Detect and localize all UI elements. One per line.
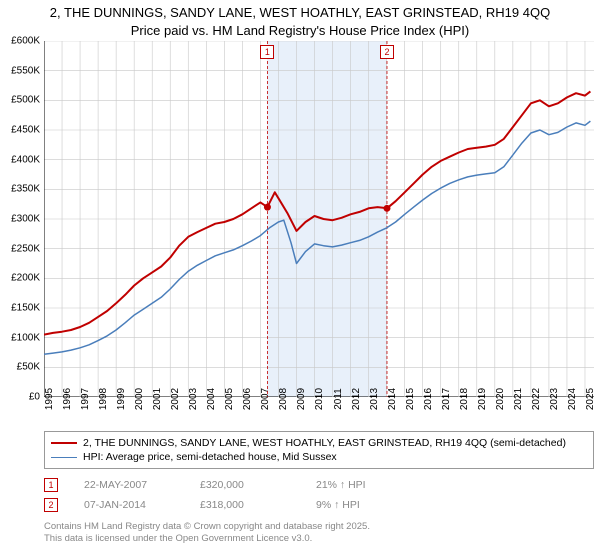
y-tick-label: £350K <box>11 184 40 195</box>
chart-container: 2, THE DUNNINGS, SANDY LANE, WEST HOATHL… <box>0 0 600 560</box>
plot-area: £0£50K£100K£150K£200K£250K£300K£350K£400… <box>44 41 594 397</box>
y-tick-label: £550K <box>11 65 40 76</box>
sale-price: £320,000 <box>200 479 290 491</box>
sale-row: 2 07-JAN-2014 £318,000 9% ↑ HPI <box>44 495 594 515</box>
sale-row-marker: 2 <box>44 498 58 512</box>
footer-line-2: This data is licensed under the Open Gov… <box>44 533 594 545</box>
series-property <box>44 91 590 334</box>
sale-row-marker: 1 <box>44 478 58 492</box>
sale-marker-2: 2 <box>380 45 394 59</box>
sale-date: 22-MAY-2007 <box>84 479 174 491</box>
x-axis: 1995199619971998199920002001200220032004… <box>44 397 594 427</box>
y-tick-label: £200K <box>11 273 40 284</box>
chart-title: 2, THE DUNNINGS, SANDY LANE, WEST HOATHL… <box>0 0 600 41</box>
footer-line-1: Contains HM Land Registry data © Crown c… <box>44 521 594 533</box>
legend-swatch <box>51 457 77 458</box>
sale-marker-1: 1 <box>260 45 274 59</box>
y-tick-label: £300K <box>11 214 40 225</box>
sale-date: 07-JAN-2014 <box>84 499 174 511</box>
y-tick-label: £450K <box>11 125 40 136</box>
title-line-2: Price paid vs. HM Land Registry's House … <box>6 22 594 40</box>
sales-table: 1 22-MAY-2007 £320,000 21% ↑ HPI 2 07-JAN-201… <box>44 475 594 515</box>
y-tick-label: £600K <box>11 36 40 47</box>
title-line-1: 2, THE DUNNINGS, SANDY LANE, WEST HOATHL… <box>6 4 594 22</box>
sale-delta: 21% ↑ HPI <box>316 479 406 491</box>
plot-canvas: 12 <box>44 41 594 397</box>
legend-row: HPI: Average price, semi-detached house,… <box>51 450 587 464</box>
y-tick-label: £100K <box>11 332 40 343</box>
sale-row: 1 22-MAY-2007 £320,000 21% ↑ HPI <box>44 475 594 495</box>
legend: 2, THE DUNNINGS, SANDY LANE, WEST HOATHL… <box>44 431 594 469</box>
sale-price: £318,000 <box>200 499 290 511</box>
footer-attribution: Contains HM Land Registry data © Crown c… <box>44 521 594 546</box>
series-hpi <box>44 121 590 354</box>
plot-svg <box>44 41 594 397</box>
y-tick-label: £250K <box>11 243 40 254</box>
legend-swatch <box>51 442 77 444</box>
y-tick-label: £0 <box>29 392 40 403</box>
sale-delta: 9% ↑ HPI <box>316 499 406 511</box>
legend-label: HPI: Average price, semi-detached house,… <box>83 451 337 463</box>
y-tick-label: £400K <box>11 154 40 165</box>
y-tick-label: £150K <box>11 303 40 314</box>
legend-row: 2, THE DUNNINGS, SANDY LANE, WEST HOATHL… <box>51 436 587 450</box>
y-axis: £0£50K£100K£150K£200K£250K£300K£350K£400… <box>0 41 42 397</box>
y-tick-label: £50K <box>17 362 40 373</box>
legend-label: 2, THE DUNNINGS, SANDY LANE, WEST HOATHL… <box>83 437 566 449</box>
y-tick-label: £500K <box>11 95 40 106</box>
